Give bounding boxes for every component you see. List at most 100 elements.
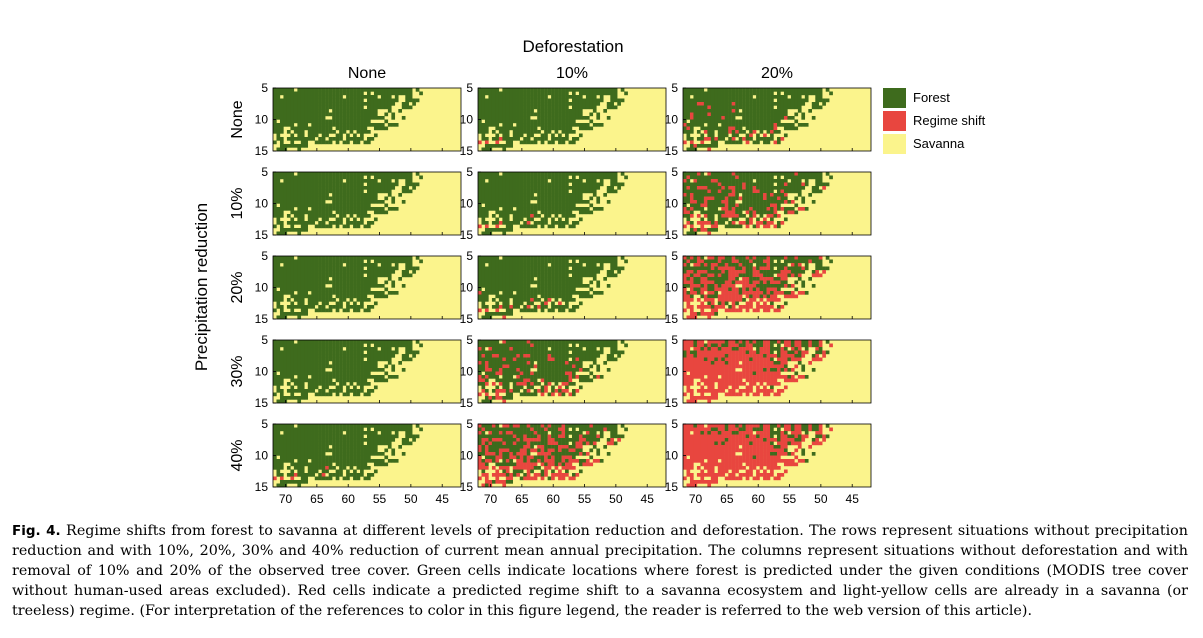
forest-cell	[610, 182, 614, 187]
forest-cell	[606, 259, 611, 264]
regime-shift-cell	[818, 273, 823, 278]
forest-cell	[533, 91, 538, 96]
forest-cell	[537, 175, 541, 180]
forest-cell	[710, 123, 715, 127]
forest-cell	[314, 210, 319, 215]
forest-cell	[561, 119, 566, 124]
forest-cell	[829, 175, 833, 180]
forest-cell	[561, 210, 566, 215]
forest-cell	[484, 88, 489, 92]
forest-cell	[481, 116, 486, 120]
regime-shift-cell	[689, 214, 694, 218]
forest-cell	[537, 95, 541, 99]
forest-cell	[686, 182, 691, 187]
forest-cell	[717, 301, 722, 306]
forest-cell	[683, 175, 687, 180]
forest-cell	[738, 137, 743, 141]
forest-cell	[377, 102, 382, 106]
regime-shift-cell	[735, 203, 739, 208]
forest-cell	[592, 270, 597, 274]
regime-shift-cell	[766, 266, 771, 271]
forest-cell	[568, 203, 573, 208]
forest-cell	[745, 172, 750, 176]
forest-cell	[714, 182, 719, 187]
forest-cell	[700, 91, 705, 96]
forest-cell	[787, 266, 792, 271]
forest-cell	[582, 172, 587, 176]
forest-cell	[756, 182, 760, 187]
forest-cell	[349, 172, 354, 176]
forest-cell	[696, 112, 701, 117]
forest-cell	[554, 214, 559, 218]
forest-cell	[321, 102, 326, 106]
forest-cell	[328, 343, 333, 348]
forest-cell	[339, 196, 343, 201]
forest-cell	[491, 305, 496, 309]
regime-shift-cell	[773, 291, 778, 295]
forest-cell	[502, 102, 507, 106]
forest-cell	[300, 186, 305, 190]
forest-cell	[533, 298, 538, 302]
forest-cell	[484, 284, 489, 288]
forest-cell	[373, 189, 378, 194]
forest-cell	[360, 179, 364, 183]
forest-cell	[735, 277, 739, 281]
forest-cell	[391, 102, 396, 106]
forest-cell	[502, 217, 507, 222]
forest-cell	[575, 98, 580, 103]
forest-cell	[714, 207, 719, 211]
forest-cell	[360, 343, 364, 348]
forest-cell	[505, 312, 510, 316]
regime-shift-cell	[728, 291, 732, 295]
forest-cell	[353, 172, 357, 176]
forest-cell	[353, 308, 357, 313]
forest-cell	[353, 140, 357, 145]
forest-cell	[613, 259, 618, 264]
forest-cell	[707, 126, 712, 131]
forest-cell	[505, 203, 510, 208]
forest-cell	[332, 259, 336, 264]
forest-cell	[780, 179, 785, 183]
forest-cell	[505, 280, 510, 285]
forest-cell	[777, 200, 781, 204]
forest-cell	[349, 343, 354, 348]
forest-cell	[398, 172, 403, 176]
forest-cell	[481, 126, 486, 131]
forest-cell	[561, 126, 566, 131]
forest-cell	[519, 88, 524, 92]
forest-cell	[373, 263, 378, 267]
forest-cell	[617, 270, 621, 274]
regime-shift-cell	[728, 298, 732, 302]
forest-cell	[742, 105, 746, 110]
forest-cell	[346, 105, 350, 110]
forest-cell	[332, 112, 336, 117]
forest-cell	[728, 140, 732, 145]
forest-cell	[321, 186, 326, 190]
forest-cell	[783, 263, 788, 267]
forest-cell	[342, 214, 347, 218]
forest-cell	[304, 371, 309, 376]
forest-cell	[353, 357, 357, 362]
forest-cell	[332, 284, 336, 288]
regime-shift-cell	[752, 256, 757, 260]
forest-cell	[700, 88, 705, 92]
forest-cell	[300, 305, 305, 309]
forest-cell	[804, 175, 809, 180]
forest-cell	[367, 263, 371, 267]
forest-cell	[575, 189, 580, 194]
forest-cell	[307, 270, 312, 274]
forest-cell	[547, 207, 552, 211]
forest-cell	[380, 350, 385, 355]
forest-cell	[290, 182, 295, 187]
regime-shift-cell	[787, 210, 792, 215]
forest-cell	[717, 200, 722, 204]
forest-cell	[307, 179, 312, 183]
forest-cell	[353, 287, 357, 292]
forest-cell	[777, 266, 781, 271]
forest-cell	[481, 196, 486, 201]
forest-cell	[321, 277, 326, 281]
forest-cell	[293, 91, 298, 96]
forest-cell	[311, 105, 315, 110]
forest-cell	[502, 123, 507, 127]
forest-cell	[787, 175, 792, 180]
